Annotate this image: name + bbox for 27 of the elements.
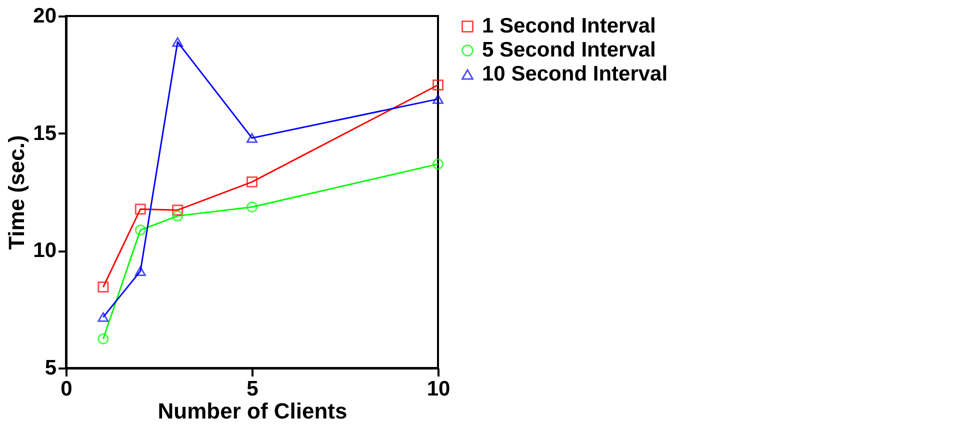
- point: [134, 266, 146, 276]
- point: [98, 282, 109, 293]
- point: [172, 204, 184, 216]
- point: [246, 202, 258, 212]
- y-tick-label: 10: [33, 239, 56, 262]
- point: [246, 133, 258, 143]
- point: [432, 158, 444, 170]
- y-axis-title: Time (sec.): [4, 135, 30, 250]
- x-axis-title: Number of Clients: [158, 398, 348, 424]
- point: [172, 37, 184, 47]
- point: [98, 312, 109, 322]
- point: [134, 224, 146, 236]
- point: [432, 80, 444, 90]
- point: [98, 333, 109, 344]
- x-tick-label: 0: [60, 378, 72, 400]
- legend-label: 5 Second Interval: [482, 38, 656, 62]
- legend-label: 10 Second Interval: [482, 62, 668, 86]
- legend-label: 1 Second Interval: [482, 14, 656, 38]
- y-tick-label: 5: [44, 356, 57, 380]
- point: [246, 176, 258, 188]
- x-tick-label: 10: [426, 378, 450, 400]
- x-tick-label: 5: [246, 378, 259, 400]
- y-tick-label: 20: [33, 4, 56, 28]
- point: [134, 204, 146, 215]
- point: [172, 210, 184, 222]
- point: [432, 94, 444, 104]
- y-tick-label: 15: [33, 122, 57, 145]
